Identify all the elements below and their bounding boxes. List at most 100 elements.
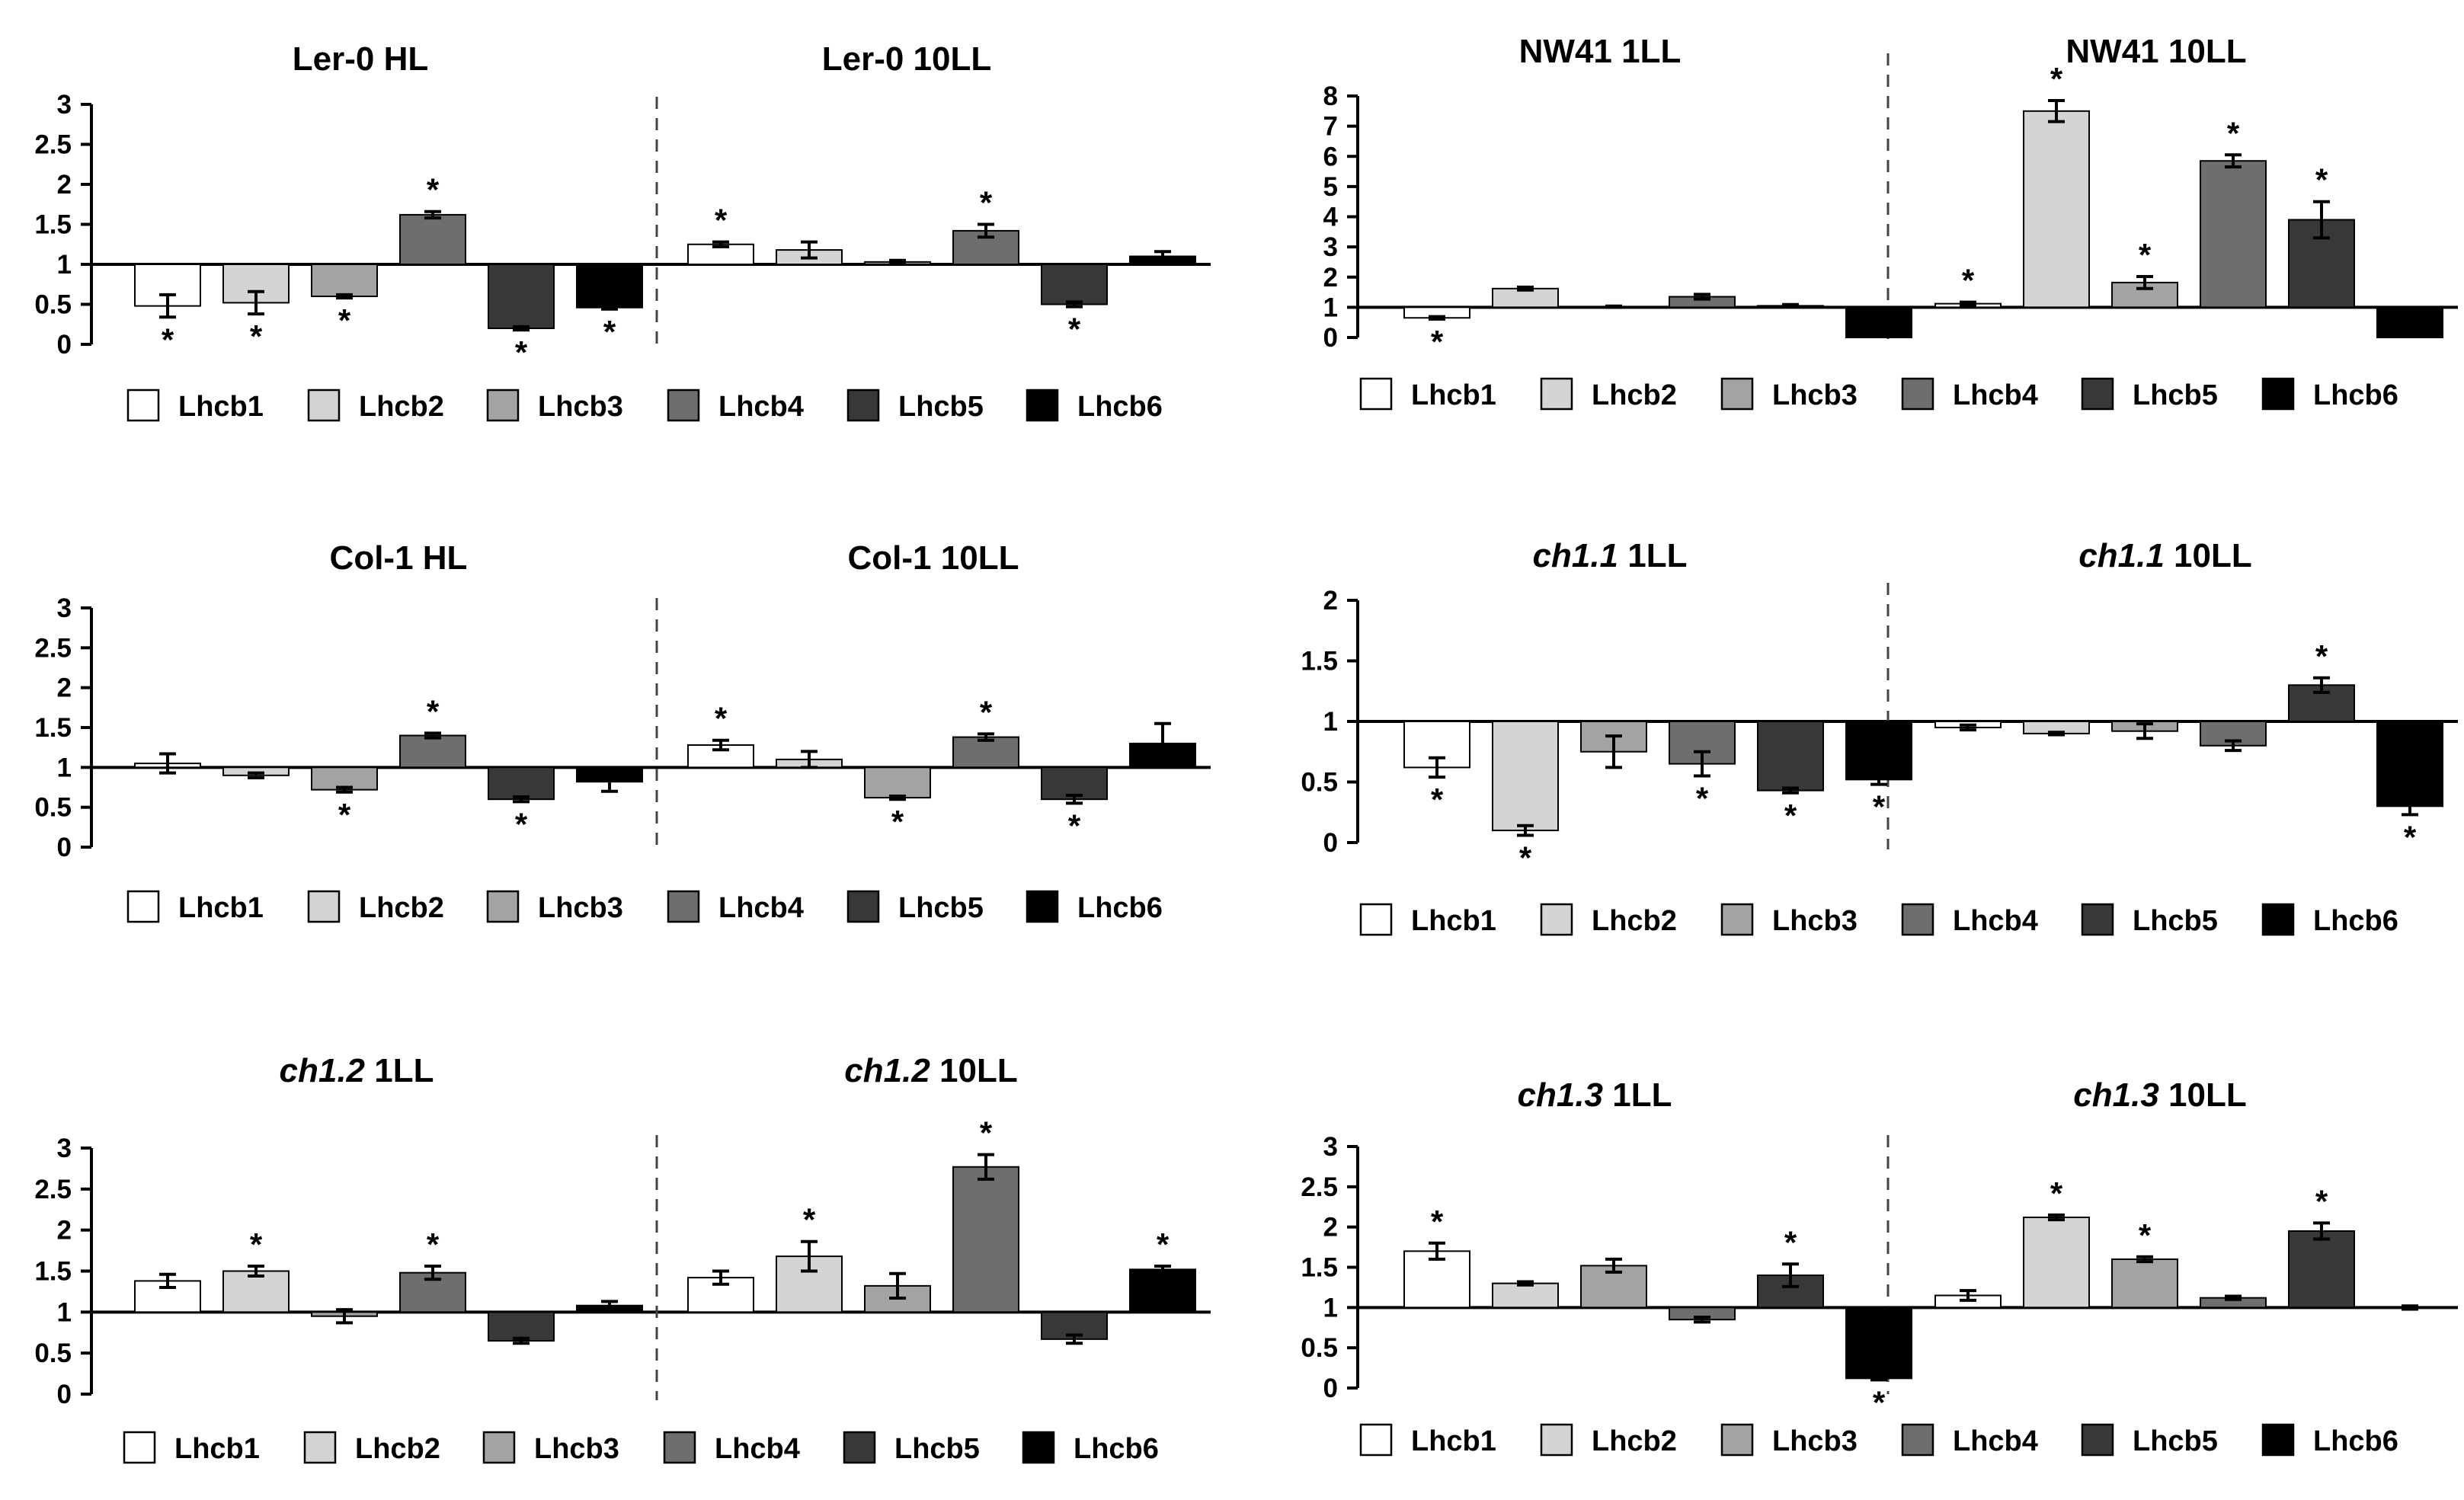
- bar-lhcb6: [1129, 1268, 1196, 1313]
- legend-swatch-lhcb5: [843, 1431, 876, 1464]
- legend-swatch-lhcb1: [126, 890, 160, 923]
- significance-marker: *: [427, 172, 440, 208]
- legend-swatch-lhcb4: [1901, 903, 1934, 936]
- legend-label: Lhcb6: [2313, 1425, 2398, 1457]
- legend-label: Lhcb3: [1772, 905, 1858, 937]
- y-tick-label: 6: [1323, 142, 1338, 171]
- y-tick-label: 0: [1323, 828, 1338, 858]
- legend-swatch-lhcb4: [1901, 1423, 1934, 1457]
- chart-title-text: 10LL: [2159, 1076, 2247, 1114]
- legend-label: Lhcb2: [1592, 1425, 1677, 1457]
- legend-label: Lhcb2: [359, 391, 444, 423]
- legend-label: Lhcb1: [1411, 905, 1496, 937]
- y-tick-label: 1: [1323, 293, 1338, 322]
- bar-lhcb5: [488, 766, 555, 801]
- legend-swatch-lhcb6: [1022, 1431, 1055, 1464]
- chart-title-italic: ch1.2: [280, 1052, 366, 1089]
- significance-marker: *: [1068, 808, 1081, 843]
- chart-title-text: 1LL: [1603, 1076, 1672, 1114]
- legend-label: Lhcb6: [1077, 391, 1163, 423]
- bar-lhcb4: [2200, 160, 2267, 309]
- legend-label: Lhcb5: [2133, 1425, 2218, 1457]
- chart-title-text: Col-1 HL: [330, 539, 468, 577]
- legend-label: Lhcb5: [894, 1433, 980, 1465]
- legend-label: Lhcb3: [1772, 379, 1858, 411]
- legend-label: Lhcb1: [1411, 379, 1496, 411]
- legend-swatch-lhcb2: [307, 389, 341, 422]
- chart-title-text: Ler-0 HL: [293, 40, 428, 78]
- chart-title: ch1.3 1LL: [1518, 1076, 1672, 1114]
- chart-title-italic: ch1.3: [2073, 1076, 2159, 1114]
- legend-label: Lhcb2: [1592, 905, 1677, 937]
- chart-title-text: 10LL: [2165, 537, 2252, 574]
- y-tick-label: 1: [1323, 1293, 1338, 1322]
- significance-marker: *: [891, 804, 904, 840]
- legend-label: Lhcb3: [538, 892, 623, 924]
- chart-title: Ler-0 HL: [293, 40, 428, 78]
- y-tick-label: 2.5: [34, 1175, 72, 1204]
- legend-swatch-lhcb1: [1359, 903, 1393, 936]
- chart-title-text: Col-1 10LL: [848, 539, 1019, 577]
- significance-marker: *: [803, 1202, 816, 1238]
- legend-label: Lhcb3: [538, 391, 623, 423]
- chart-title: ch1.3 10LL: [2073, 1076, 2246, 1114]
- legend-label: Lhcb1: [174, 1433, 260, 1465]
- chart-title: ch1.2 1LL: [280, 1052, 434, 1089]
- chart-title-text: Ler-0 10LL: [822, 40, 992, 78]
- legend-label: Lhcb4: [718, 892, 804, 924]
- significance-marker: *: [715, 701, 728, 737]
- legend-label: Lhcb1: [178, 892, 264, 924]
- legend-label: Lhcb2: [359, 892, 444, 924]
- significance-marker: *: [2227, 115, 2240, 151]
- significance-marker: *: [980, 185, 993, 221]
- bar-lhcb5: [1041, 264, 1108, 305]
- legend-swatch-lhcb1: [126, 389, 160, 422]
- legend-label: Lhcb3: [1772, 1425, 1858, 1457]
- chart-title-italic: ch1.2: [844, 1052, 930, 1089]
- y-tick-label: 1: [1323, 707, 1338, 737]
- legend-swatch-lhcb1: [1359, 1423, 1393, 1457]
- legend-swatch-lhcb4: [663, 1431, 696, 1464]
- significance-marker: *: [2315, 638, 2328, 674]
- y-tick-label: 7: [1323, 112, 1338, 142]
- bar-lhcb5: [1757, 721, 1824, 792]
- bar-lhcb4: [399, 734, 466, 769]
- y-tick-label: 3: [1323, 1132, 1338, 1162]
- y-tick-label: 3: [57, 593, 72, 623]
- chart-title-text: 10LL: [930, 1052, 1018, 1089]
- significance-marker: *: [2315, 1183, 2328, 1219]
- bar-lhcb3: [311, 264, 378, 297]
- y-tick-label: 0: [57, 1380, 72, 1409]
- chart-title-text: NW41 1LL: [1519, 33, 1682, 70]
- legend-swatch-lhcb1: [123, 1431, 156, 1464]
- legend-swatch-lhcb5: [2081, 377, 2114, 411]
- legend-swatch-lhcb2: [1540, 903, 1573, 936]
- significance-marker: *: [980, 694, 993, 730]
- y-tick-label: 3: [57, 1134, 72, 1163]
- bar-lhcb2: [1492, 287, 1559, 309]
- chart-title-italic: ch1.3: [1518, 1076, 1604, 1114]
- legend-swatch-lhcb3: [482, 1431, 516, 1464]
- legend-label: Lhcb4: [715, 1433, 800, 1465]
- y-tick-label: 0.5: [34, 793, 72, 823]
- significance-marker: *: [2050, 1175, 2063, 1211]
- significance-marker: *: [2315, 162, 2328, 198]
- legend-label: Lhcb6: [2313, 379, 2398, 411]
- bar-lhcb6: [2376, 306, 2443, 338]
- legend-swatch-lhcb6: [2261, 903, 2295, 936]
- legend-swatch-lhcb3: [486, 890, 520, 923]
- y-tick-label: 0: [1323, 323, 1338, 353]
- significance-marker: *: [1873, 789, 1886, 825]
- legend-label: Lhcb4: [1953, 379, 2038, 411]
- y-tick-label: 1: [57, 1297, 72, 1327]
- significance-marker: *: [715, 203, 728, 238]
- legend-swatch-lhcb6: [2261, 1423, 2295, 1457]
- y-tick-label: 2.5: [34, 633, 72, 663]
- significance-marker: *: [1784, 1224, 1797, 1260]
- significance-marker: *: [1431, 782, 1444, 817]
- significance-marker: *: [2139, 1217, 2152, 1253]
- chart-title: Col-1 HL: [330, 539, 468, 577]
- chart-title-italic: ch1.1: [2078, 537, 2165, 574]
